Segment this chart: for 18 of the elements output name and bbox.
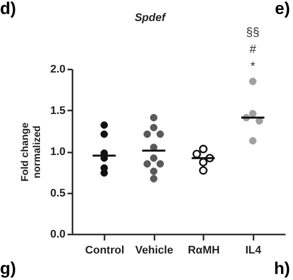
x-tick-label: Vehicle [135,244,174,256]
y-axis-title: Fold change normalized [20,122,44,182]
annotation: * [250,59,256,73]
text: d) [0,0,16,18]
text: h) [274,259,290,278]
text: e) [274,0,290,18]
y-tick-label: 0.5 [50,187,66,200]
x-tick-label: Control [85,244,124,256]
y-tick-label: 0.0 [50,228,66,240]
text: g) [0,259,16,278]
x-tick-label: IL4 [245,244,262,256]
x-tick-label: RαMH [188,244,220,256]
y-tick-label: 1.0 [50,146,66,158]
y-tick-label: 2.0 [50,64,66,76]
text: # [249,42,256,56]
text: §§ [246,25,260,39]
y-tick-label: 1.5 [50,104,66,117]
chart-title: Spdef [134,12,167,24]
